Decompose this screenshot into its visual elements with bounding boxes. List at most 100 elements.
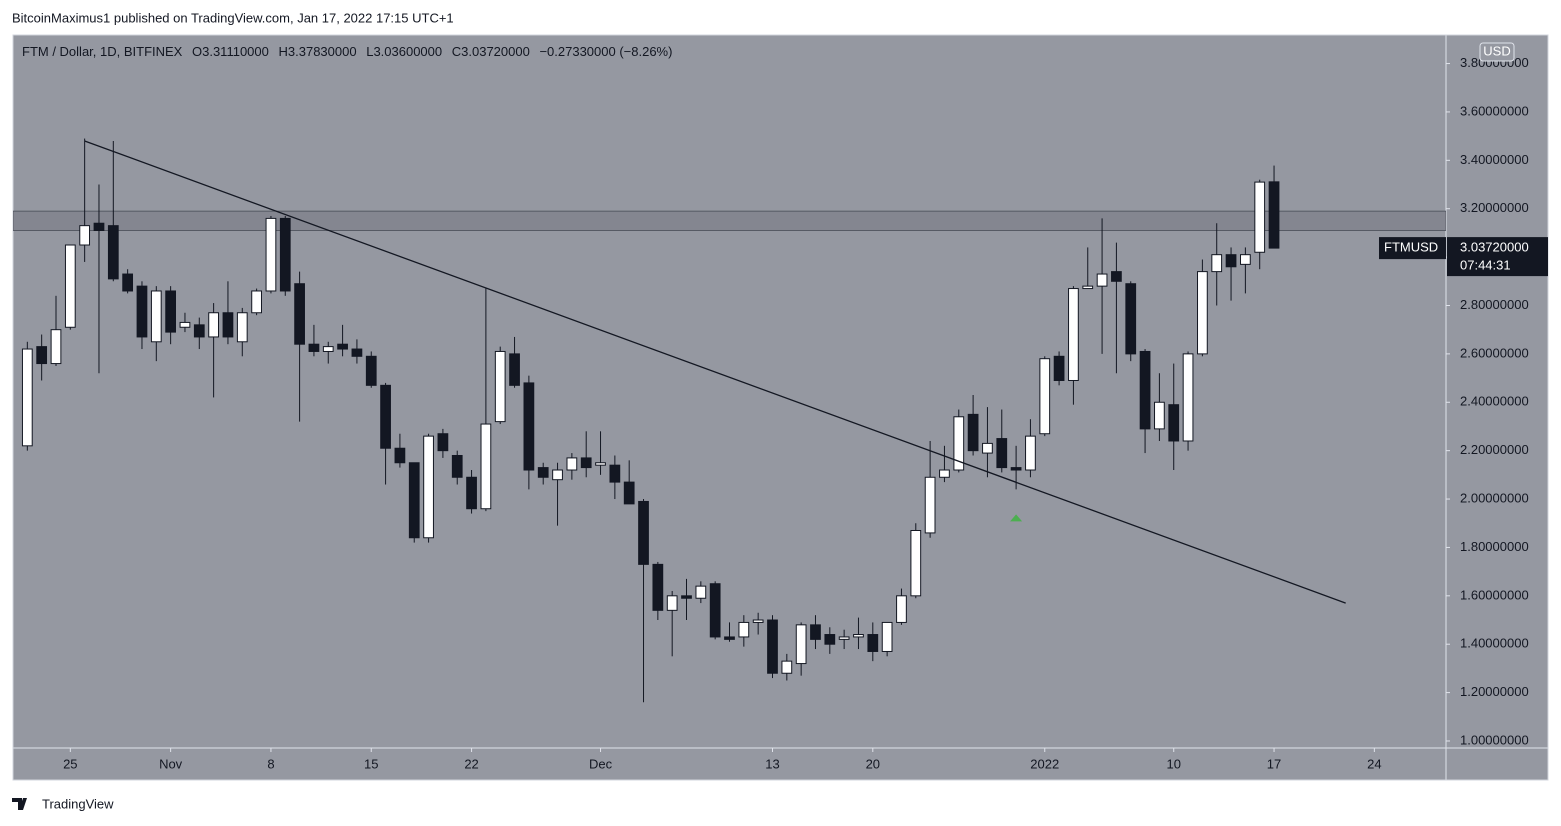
candle [1154,373,1165,441]
candle [767,615,778,679]
currency-badge [1479,42,1515,62]
attribution: BitcoinMaximus1 published on TradingView… [12,10,454,25]
y-tick-label: 3.40000000 [1460,152,1529,167]
candle-body [122,273,134,292]
candle-body [21,348,33,447]
candle [695,581,707,604]
candle-body [967,413,979,452]
x-tick-label: 24 [1367,756,1381,771]
candle-body [1225,254,1237,268]
x-tick-label: 13 [765,756,779,771]
candle [623,460,635,505]
candle [279,215,291,296]
y-tick-label: 1.00000000 [1460,732,1529,747]
brand-logo [12,798,27,810]
candle-body [523,382,535,471]
candle-body [1168,404,1180,442]
candle-body [767,619,778,674]
legend-value: 3.03600000 [373,44,442,59]
candle-body [1025,435,1036,471]
countdown-text: 07:44:31 [1460,258,1511,273]
y-tick-label: 1.40000000 [1460,636,1529,651]
legend-key: L [366,44,373,59]
candle-body [1211,254,1223,273]
candle-body [1068,288,1079,381]
candle [380,382,391,485]
candle [79,138,91,262]
y-tick-label: 2.40000000 [1460,394,1529,409]
candle-body [222,312,234,338]
candle-body [810,624,821,640]
chart-legend: FTM / Dollar, 1D, BITFINEX O3.31110000 H… [22,44,672,59]
candle [294,271,305,422]
candle-body [165,290,177,333]
candle-body [337,343,348,350]
candle-body [1010,467,1022,471]
candle [838,629,850,650]
symbol-tag [1379,237,1446,260]
candle-body [150,290,162,343]
candle-body [1197,271,1208,355]
legend-change: −0.27330000 (−8.26%) [539,44,672,59]
candle-body [36,346,48,365]
candle-body [1082,285,1094,290]
candle-body [910,529,922,597]
candle-body [924,476,936,534]
candle [1039,356,1051,437]
time-axis [13,748,1548,780]
candle-body [566,457,578,471]
candle [494,346,506,425]
candle-body [423,435,434,539]
candle [1082,247,1094,290]
candle-body [380,384,391,449]
candle [552,462,563,526]
chart-layer: 1.00000000 1.20000000 1.40000000 1.60000000… [13,42,1548,771]
candle-body [1096,273,1108,287]
candle [136,281,148,350]
symbol-tag-text: FTMUSD [1384,240,1438,255]
candle [509,336,520,388]
candle [1068,286,1079,405]
candle-body [64,244,76,328]
candle-body [394,447,406,464]
candle-body [79,225,91,246]
brand-name: TradingView [42,796,114,811]
chart-frame [12,34,1549,781]
legend-symbol: FTM / Dollar, 1D, BITFINEX [22,44,183,59]
candle-body [480,423,492,510]
candle [924,440,936,538]
candle [1211,223,1223,306]
candle-body [1240,254,1251,265]
resistance-zone [13,210,1446,231]
candle [867,622,879,662]
price-tag-text: 3.03720000 [1460,240,1529,255]
candle [1168,363,1180,471]
candle [810,615,821,650]
candle [738,615,750,647]
candle-body [953,416,965,471]
candle-body [179,321,191,328]
candle [150,286,162,362]
candle [193,317,205,350]
candle [36,334,48,381]
brand: TradingView [12,796,114,811]
candle [365,351,377,388]
y-tick-label: 2.60000000 [1460,345,1529,360]
candle [1111,242,1122,374]
candle [337,324,348,357]
candle-body [838,636,850,640]
candle [1025,419,1036,478]
candle [1053,351,1065,386]
candle [165,286,177,345]
y-tick-label: 2.80000000 [1460,297,1529,312]
candle-body [136,285,148,338]
candle [1240,247,1251,294]
candle-body [236,312,248,343]
candle-body [537,467,549,478]
candle [609,455,621,500]
candle-body [351,348,363,357]
candle-body [193,324,205,338]
currency-label: USD [1483,43,1510,58]
candle-body [1182,353,1194,442]
